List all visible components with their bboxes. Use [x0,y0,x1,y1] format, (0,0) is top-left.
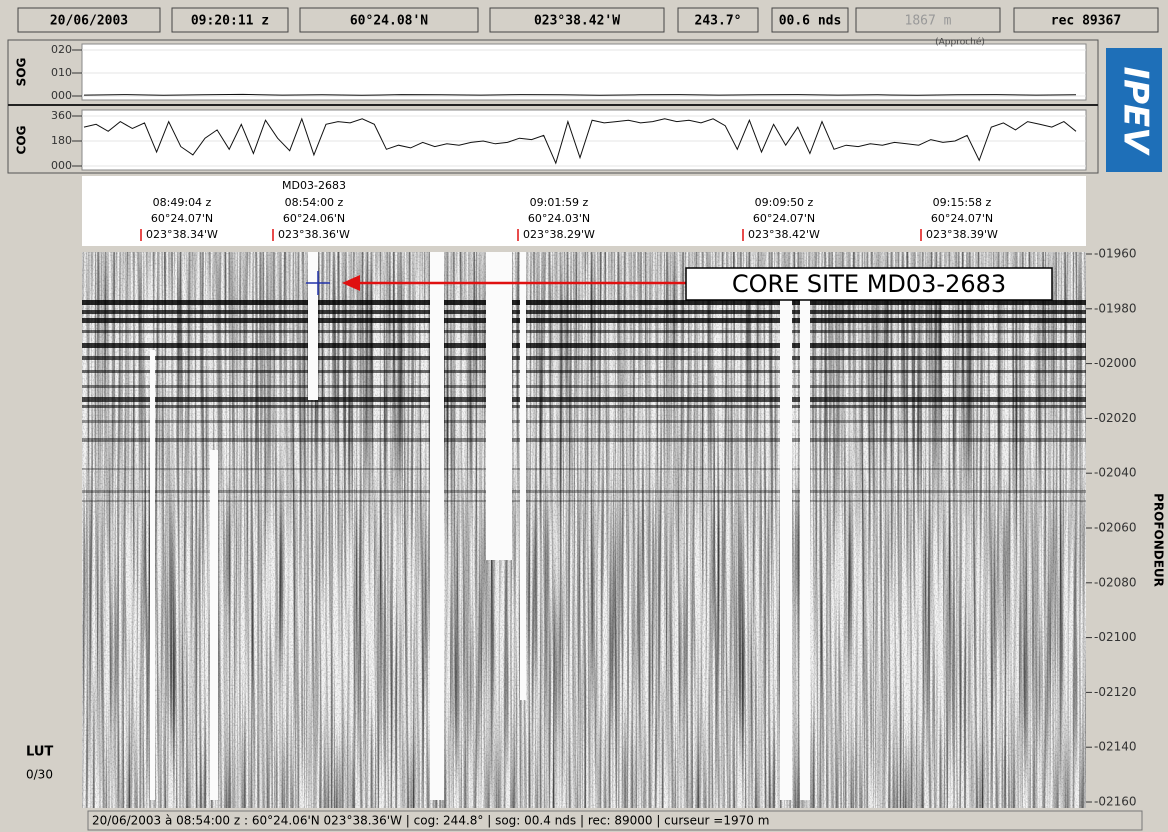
signal-gap [210,450,218,800]
y-tick-label: 020 [51,43,72,56]
header-field: 023°38.42'W [534,14,620,29]
fix-line: 023°38.42'W [748,228,820,241]
depth-tick-label: -01980 [1094,301,1137,315]
fix-line: 09:15:58 z [933,196,992,209]
callout: CORE SITE MD03-2683 [732,270,1006,298]
lut-label: LUT [26,745,53,760]
lut-value: 0/30 [26,768,53,782]
fix-line: 08:49:04 z [153,196,212,209]
fix-line: 60°24.07'N [753,212,815,225]
signal-gap [486,252,512,560]
depth-tick-label: -02000 [1094,356,1137,370]
signal-gap [308,252,318,400]
logo: IPEV [1116,66,1156,156]
depth-tick-label: -02060 [1094,521,1137,535]
signal-gap [780,300,792,800]
fix-line: 023°38.29'W [523,228,595,241]
depth-tick-label: -02080 [1094,575,1137,589]
y-tick-label: 000 [51,159,72,172]
signal-gap [520,252,526,700]
depth-tick-label: -02040 [1094,466,1137,480]
header-field: 1867 m [905,14,952,29]
depth-tick-label: -01960 [1094,247,1137,261]
fix-line: 60°24.07'N [931,212,993,225]
cog-plot [82,110,1086,170]
y-tick-label: 180 [51,134,72,147]
y-tick-label: 010 [51,66,72,79]
depth-tick-label: -02100 [1094,630,1137,644]
fix-line: 60°24.06'N [283,212,345,225]
fix-line: 023°38.36'W [278,228,350,241]
depth-tick-label: -02140 [1094,740,1137,754]
signal-gap [430,252,444,800]
fix-line: 60°24.03'N [528,212,590,225]
header-field: 20/06/2003 [50,14,128,29]
header-field: 00.6 nds [779,14,842,29]
depth-tick-label: -02120 [1094,685,1137,699]
echogram [82,252,1086,808]
fix-line: 08:54:00 z [285,196,344,209]
approx-note: (Approché) [935,37,985,48]
header-field: 243.7° [695,14,742,29]
y-tick-label: 000 [51,89,72,102]
app-window: IPEV CORE SITE MD03-2683 PROFONDEUR LUT … [0,0,1168,832]
depth-tick-label: -02020 [1094,411,1137,425]
signal-gap [800,300,810,800]
fix-label: MD03-2683 [282,179,346,192]
depth-tick-label: -02160 [1094,795,1137,809]
depth-axis-label: PROFONDEUR [1152,493,1166,587]
fix-line: 60°24.07'N [151,212,213,225]
header-field: 09:20:11 z [191,14,269,29]
header-field: 60°24.08'N [350,14,428,29]
fix-line: 023°38.34'W [146,228,218,241]
panel-label: SOG [15,58,29,87]
header-field: rec 89367 [1051,14,1121,29]
fix-line: 023°38.39'W [926,228,998,241]
status-text: 20/06/2003 à 08:54:00 z : 60°24.06'N 023… [92,814,769,828]
y-tick-label: 360 [51,109,72,122]
fix-line: 09:01:59 z [530,196,589,209]
panel-label: COG [15,126,29,155]
signal-gap [150,350,155,800]
fix-line: 09:09:50 z [755,196,814,209]
sog-plot [82,44,1086,100]
